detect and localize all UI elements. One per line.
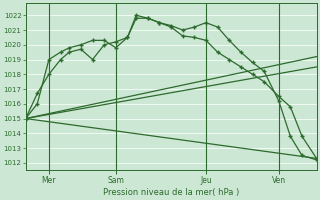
X-axis label: Pression niveau de la mer( hPa ): Pression niveau de la mer( hPa ) — [103, 188, 239, 197]
